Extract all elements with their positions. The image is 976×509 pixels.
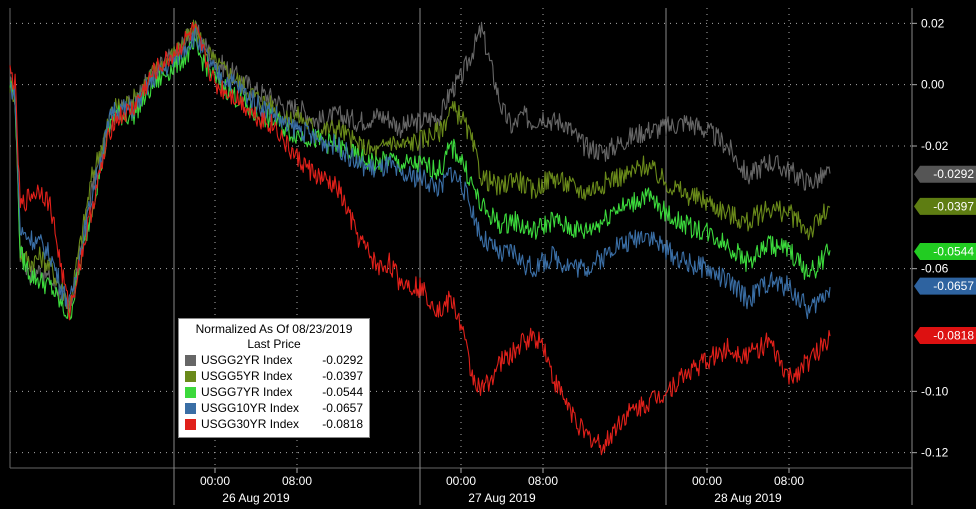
date-label: 27 Aug 2019 (468, 491, 536, 505)
legend-series-value: -0.0544 (322, 385, 363, 399)
x-tick-label: 00:00 (446, 474, 476, 488)
last-value-tag (914, 277, 976, 295)
last-value-tag (914, 327, 976, 345)
y-tick-label: -0.06 (921, 262, 949, 276)
last-value-label: -0.0818 (933, 329, 974, 343)
legend-swatch (185, 387, 196, 398)
legend-title: Normalized As Of 08/23/2019 (195, 322, 353, 336)
y-tick-label: -0.02 (921, 139, 949, 153)
legend-entry: USGG30YR Index -0.0818 (185, 417, 363, 432)
legend-series-name: USGG10YR Index (201, 401, 300, 415)
legend-series-value: -0.0818 (322, 417, 363, 431)
x-tick-label: 08:00 (774, 474, 804, 488)
legend-entry: USGG10YR Index -0.0657 (185, 401, 363, 416)
legend-series-value: -0.0657 (322, 401, 363, 415)
date-label: 26 Aug 2019 (222, 491, 290, 505)
legend-series-value: -0.0292 (322, 353, 363, 367)
legend-series-name: USGG30YR Index (201, 417, 300, 431)
legend-entry: USGG7YR Index -0.0544 (185, 385, 363, 400)
legend-series-name: USGG2YR Index (201, 353, 293, 367)
legend-swatch (185, 355, 196, 366)
series-line (9, 22, 831, 456)
last-value-tag (914, 165, 976, 183)
legend-swatch (185, 419, 196, 430)
date-label: 28 Aug 2019 (714, 491, 782, 505)
last-value-tag (914, 197, 976, 215)
legend-series-name: USGG5YR Index (201, 369, 293, 383)
y-tick-label: 0.00 (921, 78, 945, 92)
last-value-label: -0.0657 (933, 279, 974, 293)
y-tick-label: -0.10 (921, 384, 949, 398)
legend-swatch (185, 403, 196, 414)
last-value-tag (914, 242, 976, 260)
y-tick-label: -0.12 (921, 446, 949, 460)
legend-swatch (185, 371, 196, 382)
x-tick-label: 00:00 (200, 474, 230, 488)
series-line (9, 27, 831, 320)
y-tick-label: 0.02 (921, 16, 945, 30)
legend-entry: USGG2YR Index -0.0292 (185, 353, 363, 368)
last-value-label: -0.0292 (933, 167, 974, 181)
legend-series-name: USGG7YR Index (201, 385, 293, 399)
legend-series-value: -0.0397 (322, 369, 363, 383)
last-value-label: -0.0544 (933, 244, 974, 258)
x-tick-label: 00:00 (692, 474, 722, 488)
legend-subtitle: Last Price (247, 337, 301, 351)
last-value-label: -0.0397 (933, 199, 974, 213)
x-tick-label: 08:00 (282, 474, 312, 488)
legend: Normalized As Of 08/23/2019 Last Price U… (178, 318, 370, 438)
legend-entry: USGG5YR Index -0.0397 (185, 369, 363, 384)
series-line (9, 19, 831, 310)
x-tick-label: 08:00 (528, 474, 558, 488)
